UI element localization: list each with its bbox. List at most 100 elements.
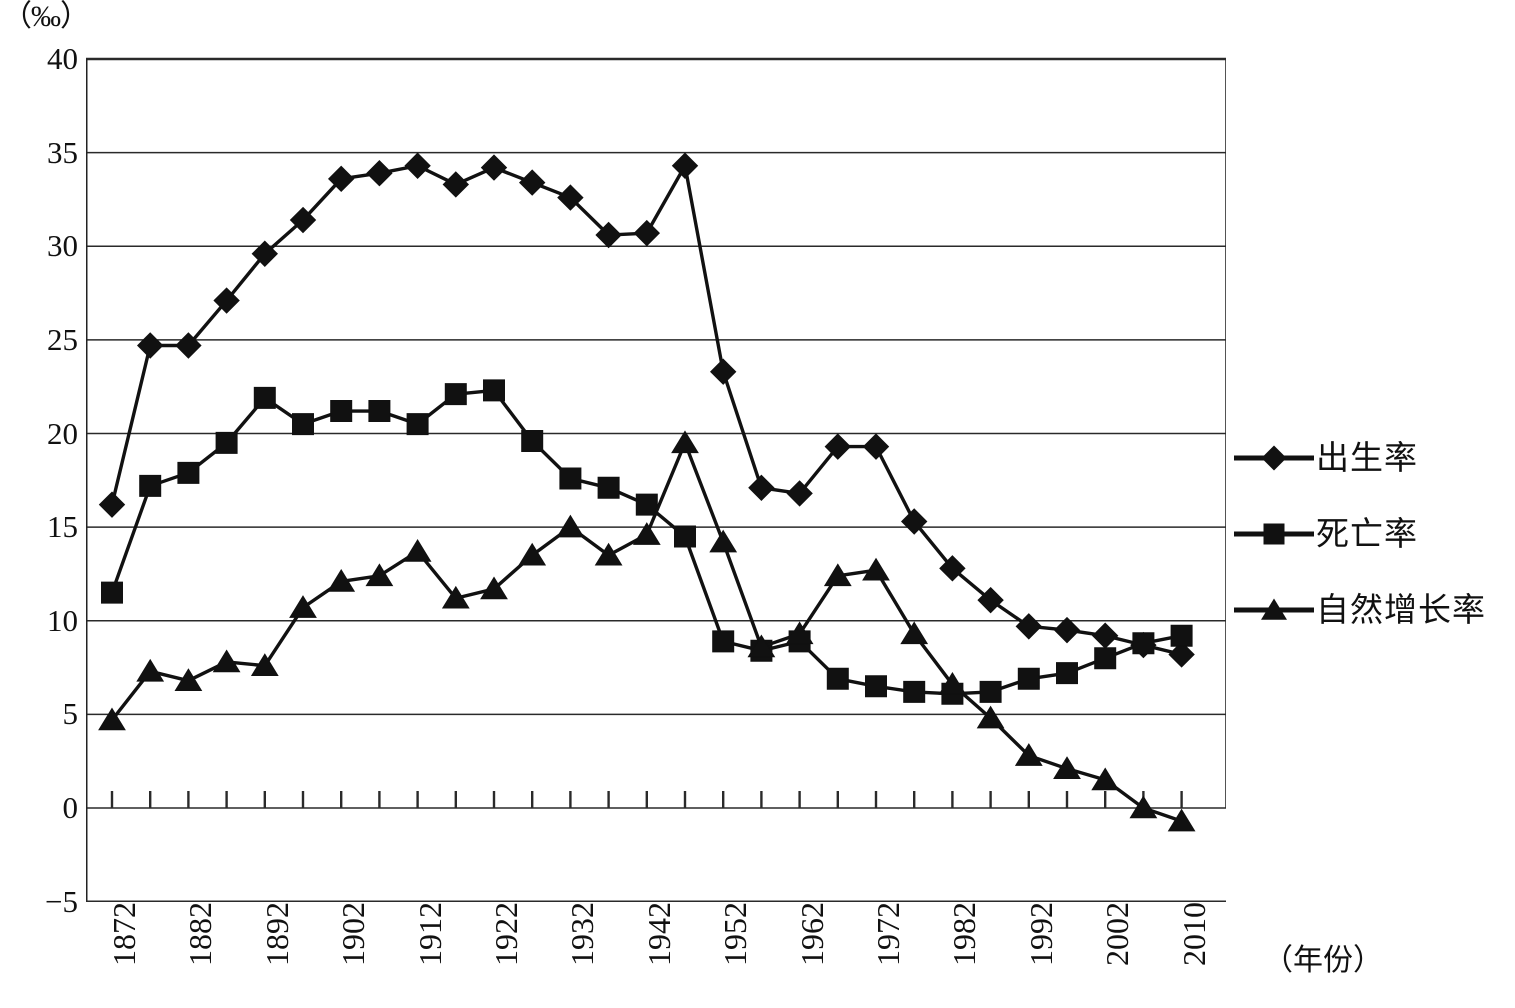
- data-point-marker: [1017, 667, 1040, 690]
- data-point-marker: [518, 542, 547, 566]
- y-axis-tick-label: 0: [62, 790, 79, 825]
- data-point-marker: [215, 431, 238, 454]
- legend-item-3[interactable]: 自然增长率: [1232, 572, 1515, 648]
- data-point-marker: [1091, 767, 1120, 791]
- x-axis-tick-label: 1942: [640, 902, 677, 966]
- square-icon: [1232, 512, 1316, 556]
- data-point-marker: [442, 171, 470, 198]
- x-axis-labels: 1872 1882 1892 1902 1912 1922 1932 1942 1952 1962…: [86, 902, 1226, 1008]
- data-point-marker: [976, 705, 1005, 729]
- data-point-marker: [865, 675, 887, 698]
- data-point-marker: [635, 493, 658, 516]
- x-axis-tick-label: 1932: [564, 902, 601, 966]
- data-point-marker: [903, 680, 926, 703]
- data-point-marker: [1014, 743, 1043, 766]
- data-point-marker: [1170, 624, 1193, 647]
- x-axis-tick-label: 2010: [1175, 902, 1212, 966]
- data-point-marker: [518, 169, 546, 196]
- data-point-marker: [213, 287, 240, 314]
- series-3: [98, 430, 1196, 832]
- x-axis-tick-label: 1892: [258, 902, 295, 966]
- data-point-marker: [480, 576, 508, 600]
- data-point-marker: [441, 585, 470, 609]
- data-point-marker: [480, 154, 508, 181]
- data-point-marker: [98, 491, 126, 518]
- data-point-marker: [292, 413, 314, 436]
- y-axis-tick-label: −5: [45, 883, 78, 919]
- y-axis-labels: 40 35 30 25 20 15 10 5 0 −5: [0, 0, 78, 1008]
- legend-label: 死亡率: [1316, 514, 1418, 553]
- x-axis-tick-label: 1922: [488, 902, 524, 966]
- data-point-marker: [289, 206, 317, 234]
- data-point-marker: [671, 152, 699, 179]
- data-point-marker: [327, 165, 355, 193]
- data-point-marker: [289, 595, 317, 618]
- data-point-marker: [900, 621, 929, 645]
- plot-area: [86, 57, 1226, 902]
- data-point-marker: [632, 522, 661, 545]
- data-point-marker: [406, 413, 429, 436]
- data-point-marker: [674, 525, 696, 548]
- data-point-marker: [327, 568, 356, 592]
- legend-label: 自然增长率: [1316, 590, 1486, 629]
- diamond-icon: [1232, 436, 1316, 480]
- series-1: [98, 152, 1195, 668]
- x-axis-tick-label: 1992: [1022, 902, 1059, 966]
- y-axis-tick-label: 5: [62, 696, 79, 732]
- data-point-marker: [826, 667, 849, 690]
- x-axis-unit-label: （年份）: [1263, 944, 1383, 977]
- data-point-marker: [785, 621, 814, 645]
- data-point-marker: [136, 658, 165, 682]
- data-point-marker: [483, 379, 505, 402]
- data-point-marker: [1056, 662, 1078, 685]
- data-point-marker: [747, 634, 776, 658]
- legend-item-2[interactable]: 死亡率: [1232, 496, 1515, 572]
- chart-canvas: [86, 57, 1226, 902]
- data-point-marker: [862, 433, 890, 460]
- y-axis-tick-label: 30: [47, 228, 78, 264]
- data-point-marker: [1132, 632, 1155, 655]
- data-point-marker: [139, 474, 162, 497]
- x-axis-tick-label: 1912: [411, 902, 448, 966]
- data-point-marker: [101, 581, 123, 604]
- data-point-marker: [368, 400, 391, 423]
- x-axis-tick-label: 1902: [335, 902, 372, 966]
- data-point-marker: [1168, 641, 1195, 668]
- data-point-marker: [136, 332, 164, 359]
- data-point-marker: [177, 461, 200, 484]
- data-point-marker: [403, 539, 432, 562]
- data-point-marker: [823, 563, 852, 587]
- data-point-marker: [597, 476, 620, 499]
- data-point-marker: [557, 184, 584, 211]
- y-axis-tick-label: 15: [47, 509, 78, 545]
- data-point-marker: [939, 555, 966, 582]
- data-point-marker: [1167, 808, 1196, 832]
- x-axis-tick-label: 1982: [946, 902, 983, 966]
- x-axis-tick-label: 2002: [1099, 902, 1136, 966]
- data-point-marker: [366, 160, 393, 187]
- data-point-marker: [330, 400, 353, 423]
- data-point-marker: [365, 563, 394, 587]
- y-axis-tick-label: 10: [47, 602, 78, 638]
- data-point-marker: [1053, 616, 1081, 644]
- data-point-marker: [1015, 613, 1043, 640]
- data-point-marker: [824, 433, 852, 460]
- data-point-marker: [594, 542, 623, 566]
- data-point-marker: [212, 649, 241, 673]
- data-point-marker: [748, 474, 775, 502]
- x-axis-tick-label: 1952: [717, 902, 754, 966]
- y-axis-unit-label: （‰）: [2, 0, 90, 33]
- x-axis-ticks: [110, 791, 1183, 808]
- data-point-marker: [671, 430, 699, 454]
- data-point-marker: [1094, 647, 1117, 670]
- data-point-marker: [633, 219, 661, 247]
- data-point-marker: [709, 529, 738, 553]
- legend-item-1[interactable]: 出生率: [1232, 420, 1515, 496]
- data-point-marker: [938, 671, 967, 695]
- y-axis-tick-label: 25: [47, 321, 78, 357]
- chart-legend: 出生率死亡率自然增长率: [1232, 420, 1515, 648]
- data-point-marker: [251, 240, 279, 267]
- data-point-marker: [98, 707, 126, 731]
- x-axis-tick-label: 1872: [106, 902, 142, 966]
